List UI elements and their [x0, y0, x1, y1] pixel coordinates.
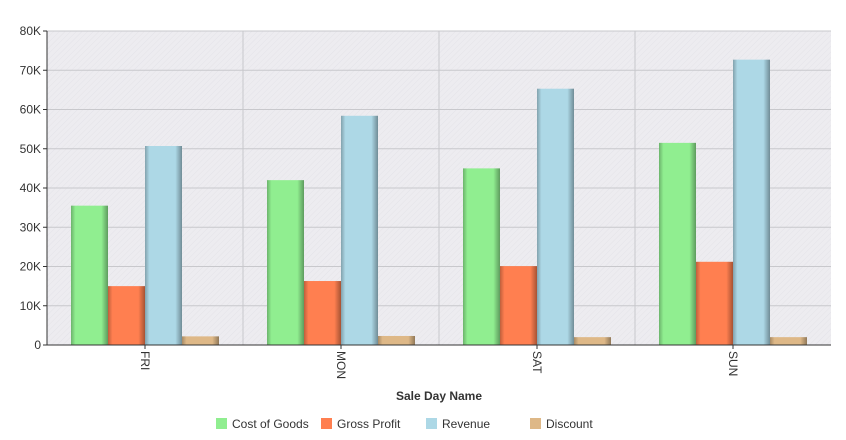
bar-discount-sat[interactable] [574, 337, 611, 345]
y-tick-label: 10K [20, 299, 41, 313]
y-tick-label: 80K [20, 24, 41, 38]
axes-group [43, 30, 831, 349]
x-axis-title: Sale Day Name [396, 389, 482, 403]
bar-cost-of-goods-sat[interactable] [463, 168, 500, 345]
y-tick-labels: 0 10K 20K 30K 40K 50K 60K 70K 80K [20, 24, 42, 352]
x-tick-label-fri: FRI [138, 351, 152, 370]
bar-gross-profit-fri[interactable] [108, 286, 145, 345]
y-tick-label: 20K [20, 260, 41, 274]
y-tick-label: 60K [20, 103, 41, 117]
legend-swatch [321, 418, 332, 429]
bar-gross-profit-mon[interactable] [304, 281, 341, 345]
legend: Cost of Goods Gross Profit Revenue Discount [216, 417, 593, 431]
y-tick-label: 40K [20, 181, 41, 195]
legend-item-discount[interactable]: Discount [530, 417, 593, 431]
y-tick-label: 30K [20, 220, 41, 234]
y-tick-label: 70K [20, 63, 41, 77]
x-tick-label-mon: MON [334, 351, 348, 379]
legend-swatch [216, 418, 227, 429]
x-tick-label-sun: SUN [726, 351, 740, 376]
legend-swatch [426, 418, 437, 429]
legend-label: Cost of Goods [232, 417, 309, 431]
bar-discount-fri[interactable] [182, 336, 219, 345]
legend-item-cost-of-goods[interactable]: Cost of Goods [216, 417, 309, 431]
bar-gross-profit-sat[interactable] [500, 266, 537, 345]
bar-gross-profit-sun[interactable] [696, 261, 733, 345]
bar-discount-mon[interactable] [378, 335, 415, 345]
bars-group [71, 59, 807, 346]
legend-label: Revenue [442, 417, 490, 431]
bar-cost-of-goods-fri[interactable] [71, 205, 108, 345]
x-tick-labels: FRI MON SAT SUN [138, 351, 740, 379]
legend-label: Discount [546, 417, 593, 431]
bar-revenue-fri[interactable] [145, 146, 182, 345]
legend-item-gross-profit[interactable]: Gross Profit [321, 417, 401, 431]
legend-swatch [530, 418, 541, 429]
bar-cost-of-goods-mon[interactable] [267, 180, 304, 345]
bar-revenue-sun[interactable] [733, 59, 770, 346]
legend-label: Gross Profit [337, 417, 401, 431]
y-tick-label: 50K [20, 142, 41, 156]
bar-discount-sun[interactable] [770, 337, 807, 345]
bar-revenue-mon[interactable] [341, 115, 378, 345]
bar-revenue-sat[interactable] [537, 88, 574, 345]
legend-item-revenue[interactable]: Revenue [426, 417, 490, 431]
bar-cost-of-goods-sun[interactable] [659, 142, 696, 345]
x-tick-label-sat: SAT [530, 351, 544, 374]
y-tick-label: 0 [34, 338, 41, 352]
